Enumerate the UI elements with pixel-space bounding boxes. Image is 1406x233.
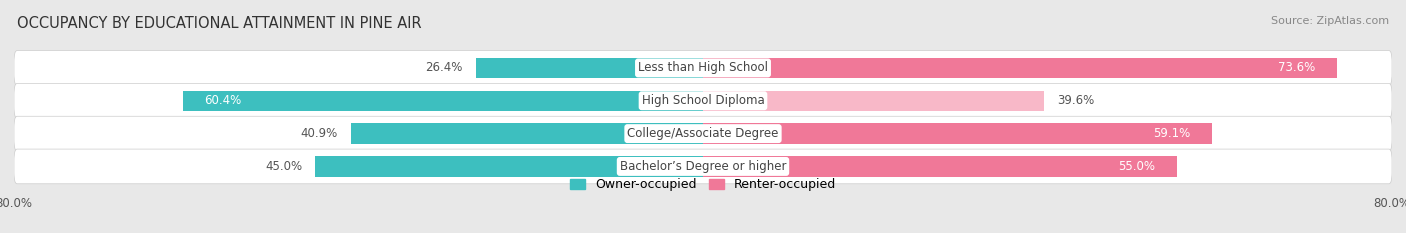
FancyBboxPatch shape	[14, 51, 1392, 85]
Text: College/Associate Degree: College/Associate Degree	[627, 127, 779, 140]
Text: 39.6%: 39.6%	[1057, 94, 1094, 107]
Text: 73.6%: 73.6%	[1278, 62, 1315, 74]
Text: 59.1%: 59.1%	[1153, 127, 1191, 140]
Bar	[703, 91, 1045, 111]
Bar	[703, 156, 1177, 177]
Legend: Owner-occupied, Renter-occupied: Owner-occupied, Renter-occupied	[565, 173, 841, 196]
Text: Source: ZipAtlas.com: Source: ZipAtlas.com	[1271, 16, 1389, 26]
Bar	[350, 123, 703, 144]
Bar	[475, 58, 703, 78]
Bar	[703, 58, 1337, 78]
Text: High School Diploma: High School Diploma	[641, 94, 765, 107]
Text: Bachelor’s Degree or higher: Bachelor’s Degree or higher	[620, 160, 786, 173]
Text: 45.0%: 45.0%	[266, 160, 302, 173]
Text: 40.9%: 40.9%	[301, 127, 337, 140]
Bar	[183, 91, 703, 111]
Text: 60.4%: 60.4%	[204, 94, 242, 107]
Bar	[703, 123, 1212, 144]
FancyBboxPatch shape	[14, 149, 1392, 184]
Text: OCCUPANCY BY EDUCATIONAL ATTAINMENT IN PINE AIR: OCCUPANCY BY EDUCATIONAL ATTAINMENT IN P…	[17, 16, 422, 31]
Text: 26.4%: 26.4%	[426, 62, 463, 74]
Bar	[315, 156, 703, 177]
Text: Less than High School: Less than High School	[638, 62, 768, 74]
FancyBboxPatch shape	[14, 116, 1392, 151]
FancyBboxPatch shape	[14, 83, 1392, 118]
Text: 55.0%: 55.0%	[1118, 160, 1156, 173]
